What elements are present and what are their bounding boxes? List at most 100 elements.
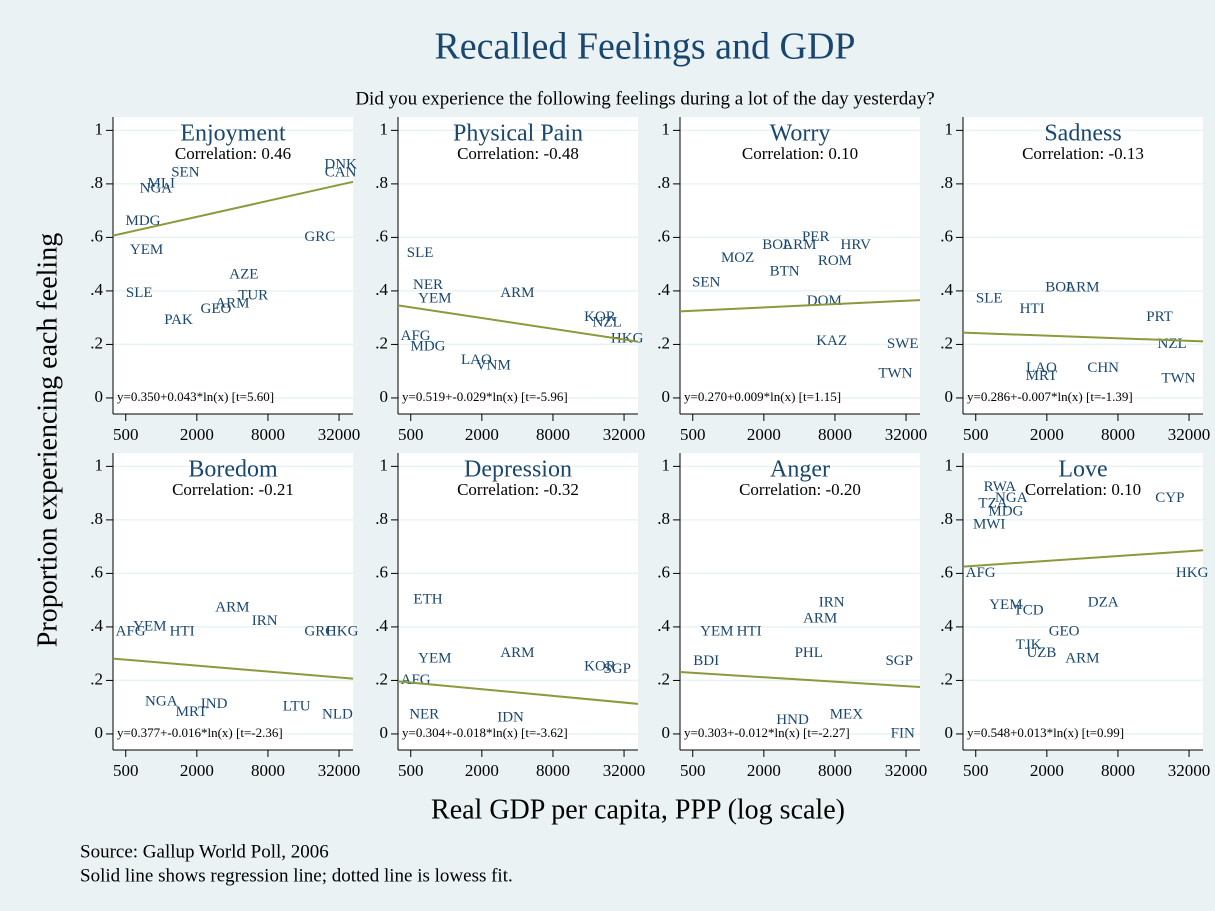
fit-equation: y=0.548+0.013*ln(x) [t=0.99] [967,725,1124,740]
y-tick-label: .8 [375,509,388,528]
point-label: MRT [1026,368,1058,384]
point-label: ARM [215,296,249,312]
point-label: ROM [818,253,852,269]
x-tick-label: 500 [113,425,139,444]
y-tick-label: 0 [945,723,954,742]
y-tick-label: .6 [90,226,103,245]
point-label: TWN [878,365,912,381]
y-tick-label: 1 [662,119,671,138]
point-label: BTN [770,264,800,280]
point-label: SEN [171,165,200,181]
point-label: KAZ [816,333,847,349]
y-tick-label: .4 [90,616,103,635]
correlation: Correlation: -0.48 [457,144,579,163]
x-tick-label: 2000 [180,425,214,444]
point-label: NER [409,707,439,723]
correlation: Correlation: 0.10 [1025,480,1141,499]
point-label: NLD [322,707,353,723]
y-tick-label: .2 [375,669,388,688]
point-label: PRT [1146,309,1173,325]
y-tick-label: .2 [940,669,953,688]
point-label: IRN [252,613,278,629]
y-tick-label: .8 [940,173,953,192]
x-tick-label: 500 [963,761,989,780]
point-label: NGA [140,181,173,197]
point-label: HTI [737,624,762,640]
point-label: BDI [693,653,719,669]
correlation: Correlation: -0.32 [457,480,579,499]
panel-title: Depression [464,457,572,483]
x-tick-label: 500 [963,425,989,444]
point-label: TZA [978,495,1007,511]
point-label: AFG [401,672,431,688]
x-tick-label: 8000 [251,425,285,444]
y-tick-label: .2 [90,669,103,688]
x-tick-label: 32000 [603,761,646,780]
x-tick-label: 500 [113,761,139,780]
y-tick-label: 1 [662,455,671,474]
point-label: LAO [461,352,492,368]
x-tick-label: 2000 [465,761,499,780]
y-tick-label: .2 [90,333,103,352]
plot-area [680,453,920,750]
panel-title: Physical Pain [453,121,583,147]
point-label: MLI [148,175,176,191]
point-label: NER [413,277,443,293]
point-label: TUR [238,288,268,304]
y-tick-label: 1 [95,119,104,138]
point-label: DZA [1088,594,1119,610]
point-label: ARM [215,600,249,616]
y-tick-label: 1 [380,119,389,138]
point-label: CHN [1087,360,1119,376]
y-tick-label: .8 [90,509,103,528]
y-tick-label: .6 [940,226,953,245]
y-tick-label: .8 [90,173,103,192]
point-label: MDG [125,213,160,229]
y-tick-label: .4 [657,280,670,299]
y-tick-label: .6 [90,562,103,581]
point-label: SEN [692,274,721,290]
correlation: Correlation: 0.10 [742,144,858,163]
y-tick-label: 1 [945,119,954,138]
point-label: HND [776,712,809,728]
point-label: YEM [418,650,451,666]
y-tick-label: 0 [95,387,104,406]
point-label: PHL [795,645,823,661]
y-tick-label: 0 [380,387,389,406]
point-label: YEM [700,624,733,640]
point-label: MRT [176,704,208,720]
y-tick-label: 0 [380,723,389,742]
x-tick-label: 32000 [885,425,928,444]
x-tick-label: 8000 [536,761,570,780]
y-tick-label: .4 [375,280,388,299]
x-axis-label: Real GDP per capita, PPP (log scale) [431,794,845,825]
point-label: PER [802,229,830,245]
point-label: KOR [584,658,616,674]
y-tick-label: .4 [90,280,103,299]
point-label: MDG [410,339,445,355]
x-tick-label: 2000 [747,425,781,444]
regression-line [962,331,1204,343]
regression-line [112,180,354,237]
y-tick-label: .6 [375,562,388,581]
point-label: TWN [1161,371,1195,387]
regression-line [679,299,921,313]
point-label: ARM [803,610,837,626]
y-tick-label: .6 [657,226,670,245]
y-tick-label: .6 [657,562,670,581]
fit-equation: y=0.304+-0.018*ln(x) [t=-3.62] [402,725,568,740]
y-tick-label: .4 [375,616,388,635]
point-label: BOL [1045,280,1075,296]
fit-equation: y=0.519+-0.029*ln(x) [t=-5.96] [402,389,568,404]
correlation: Correlation: -0.21 [172,480,294,499]
plot-area [963,453,1203,750]
x-tick-label: 32000 [318,761,361,780]
point-label: SLE [976,290,1003,306]
y-tick-label: .8 [657,509,670,528]
y-tick-label: 0 [95,723,104,742]
panel-title: Anger [770,457,830,483]
y-tick-label: .8 [657,173,670,192]
panel-title: Boredom [188,457,278,483]
y-tick-label: .2 [657,669,670,688]
